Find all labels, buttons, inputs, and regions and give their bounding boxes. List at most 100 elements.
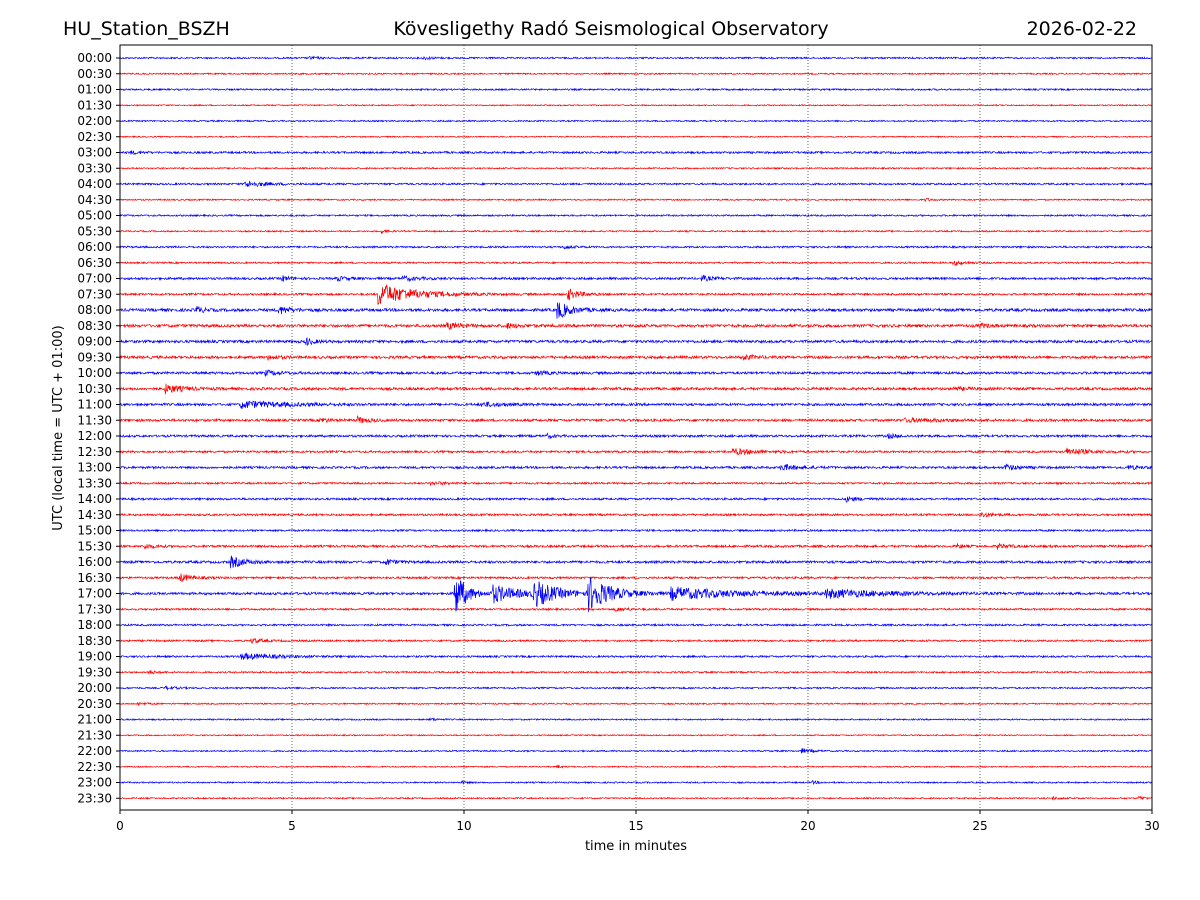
trace-2200: [119, 748, 1153, 754]
row-label: 13:00: [77, 461, 112, 475]
trace-0030: [119, 72, 1153, 76]
trace-2130: [120, 733, 1153, 737]
row-label: 02:30: [77, 130, 112, 144]
row-label: 17:00: [77, 587, 112, 601]
row-label: 00:30: [77, 67, 112, 81]
row-label: 07:30: [77, 287, 112, 301]
chart-title: Kövesligethy Radó Seismological Observat…: [393, 18, 828, 40]
row-label: 21:00: [77, 713, 112, 727]
trace-1200: [119, 432, 1153, 440]
row-label: 16:30: [77, 571, 112, 585]
row-label: 19:00: [77, 650, 112, 664]
row-label: 21:30: [77, 728, 112, 742]
trace-2000: [119, 685, 1153, 691]
row-label: 23:30: [77, 791, 112, 805]
date-label: 2026-02-22: [1027, 18, 1137, 40]
trace-0100: [119, 87, 1153, 92]
x-tick-label: 10: [456, 819, 471, 833]
plot-frame: [119, 44, 1153, 811]
row-label: 16:00: [77, 555, 112, 569]
trace-1830: [119, 637, 1153, 644]
trace-0500: [119, 213, 1153, 218]
x-tick-label: 25: [972, 819, 987, 833]
row-label: 11:00: [77, 398, 112, 412]
row-label: 15:30: [77, 539, 112, 553]
trace-1930: [119, 669, 1153, 675]
row-label: 08:00: [77, 303, 112, 317]
trace-0130: [119, 103, 1153, 107]
trace-0200: [119, 119, 1153, 123]
trace-0600: [119, 244, 1153, 250]
trace-1900: [119, 652, 1153, 661]
row-label: 17:30: [77, 602, 112, 616]
trace-0800: [119, 302, 1153, 319]
x-tick-label: 30: [1144, 819, 1159, 833]
row-label: 09:00: [77, 335, 112, 349]
trace-1230: [119, 447, 1153, 456]
trace-1730: [119, 606, 1153, 612]
trace-0430: [119, 197, 1153, 202]
x-tick-labels: 0 5 10 15 20 25 30: [116, 810, 1160, 833]
row-label: 10:30: [77, 382, 112, 396]
trace-0300: [119, 150, 1153, 156]
traces: [119, 55, 1153, 801]
row-label: 06:00: [77, 240, 112, 254]
trace-0830: [119, 321, 1153, 331]
row-label: 13:30: [77, 476, 112, 490]
trace-2230: [119, 764, 1153, 769]
row-label: 04:30: [77, 193, 112, 207]
row-label: 20:30: [77, 697, 112, 711]
trace-2100: [119, 716, 1153, 722]
row-label: 18:00: [77, 618, 112, 632]
row-label: 02:00: [77, 114, 112, 128]
y-axis-label: UTC (local time = UTC + 01:00): [51, 325, 66, 530]
trace-0930: [119, 353, 1153, 361]
trace-0900: [119, 336, 1153, 346]
row-label: 04:00: [77, 177, 112, 191]
row-label: 01:30: [77, 98, 112, 112]
row-label: 18:30: [77, 634, 112, 648]
row-label: 09:30: [77, 350, 112, 364]
row-label: 19:30: [77, 665, 112, 679]
x-axis-label: time in minutes: [585, 839, 687, 854]
row-label: 22:00: [77, 744, 112, 758]
row-label: 20:00: [77, 681, 112, 695]
grid-lines: [291, 45, 981, 810]
trace-1000: [119, 369, 1153, 378]
trace-1500: [119, 528, 1153, 533]
row-label: 11:30: [77, 413, 112, 427]
x-tick-label: 20: [800, 819, 815, 833]
row-label: 05:00: [77, 209, 112, 223]
trace-0400: [119, 180, 1153, 188]
row-label: 23:00: [77, 776, 112, 790]
trace-1100: [119, 400, 1153, 410]
x-tick-label: 15: [628, 819, 643, 833]
row-label: 03:30: [77, 161, 112, 175]
x-tick-label: 5: [288, 819, 296, 833]
row-label: 14:00: [77, 492, 112, 506]
trace-2300: [119, 780, 1153, 786]
trace-1630: [119, 573, 1153, 582]
row-label: 12:00: [77, 429, 112, 443]
trace-0730: [119, 284, 1153, 306]
row-label: 08:30: [77, 319, 112, 333]
trace-1600: [119, 555, 1153, 569]
trace-2030: [119, 701, 1153, 707]
station-label: HU_Station_BSZH: [63, 18, 230, 40]
trace-1700: [119, 577, 1153, 613]
trace-1400: [119, 495, 1153, 503]
row-label: 06:30: [77, 256, 112, 270]
trace-1530: [119, 543, 1153, 550]
trace-2330: [120, 795, 1153, 801]
row-label: 03:00: [77, 146, 112, 160]
row-label: 01:00: [77, 83, 112, 97]
trace-1030: [119, 383, 1153, 395]
row-label: 12:30: [77, 445, 112, 459]
trace-1330: [119, 480, 1153, 486]
trace-1300: [119, 463, 1153, 471]
row-label: 00:00: [77, 51, 112, 65]
row-label: 10:00: [77, 366, 112, 380]
trace-0000: [119, 55, 1153, 61]
